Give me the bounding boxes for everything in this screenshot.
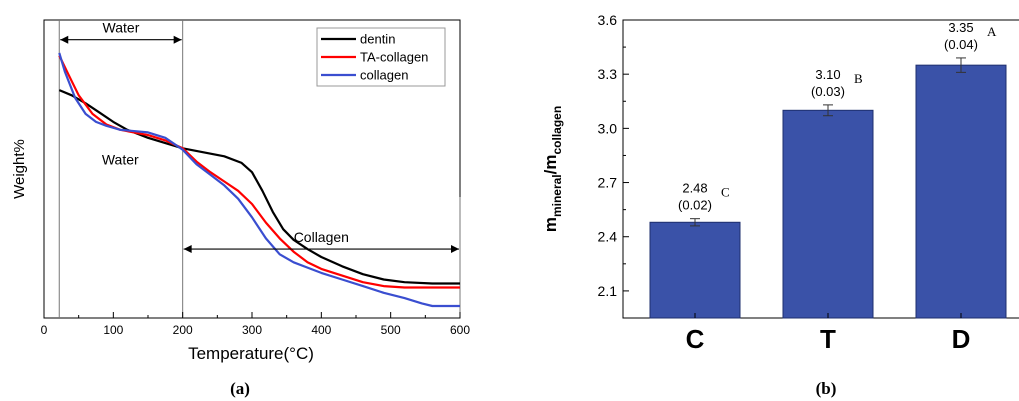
tga-x-tick-label: 200 xyxy=(173,323,193,337)
tga-series-collagen xyxy=(58,52,460,308)
bar-d xyxy=(915,64,1007,319)
tga-x-axis-label: Temperature(°C) xyxy=(188,344,314,363)
tga-y-axis-label: Weight% xyxy=(11,139,28,199)
bar-error-label: (0.03) xyxy=(811,84,845,99)
bar-y-tick-label: 3.6 xyxy=(598,12,618,28)
legend-entry: collagen xyxy=(360,68,408,83)
bar-category-label: T xyxy=(820,324,836,354)
arrow-head-left xyxy=(60,35,69,44)
bar-category-label: C xyxy=(686,324,705,354)
tga-x-tick-label: 100 xyxy=(103,323,123,337)
tga-vertical-lines xyxy=(58,20,461,318)
panel-a-label: (a) xyxy=(230,379,250,398)
bar-series: 2.48 (0.02) C 3.10 (0.03) B 3.35 (0.04) A xyxy=(649,20,1007,319)
tga-chart: 0 100 200 300 400 500 600 Water Water Collagen d… xyxy=(11,19,470,398)
tga-x-axis: 0 100 200 300 400 500 600 xyxy=(41,312,470,337)
tga-x-tick-label: 300 xyxy=(242,323,262,337)
bar-y-tick-label: 3.0 xyxy=(598,120,618,136)
bar-error-label: (0.02) xyxy=(678,198,712,213)
arrow-head-left xyxy=(183,245,192,254)
tga-legend: dentin TA-collagen collagen xyxy=(316,27,446,87)
bar-value-label: 3.10 xyxy=(815,67,840,82)
bar-y-tick-label: 3.3 xyxy=(598,66,618,82)
tga-x-tick-label: 0 xyxy=(41,323,48,337)
panel-b-label: (b) xyxy=(816,379,837,398)
bar-t xyxy=(782,109,874,319)
bar-y-tick-label: 2.7 xyxy=(598,175,618,191)
tga-x-tick-label: 600 xyxy=(450,323,470,337)
tga-series-ta-collagen xyxy=(58,55,460,289)
tga-annotations: Water Water Collagen xyxy=(60,20,459,254)
bar-category-label: D xyxy=(952,324,971,354)
bar-y-tick-label: 2.4 xyxy=(598,229,618,245)
bar-y-axis-label: mmineral/mcollagen xyxy=(541,106,564,232)
bar-value-label: 2.48 xyxy=(682,181,707,196)
bar-value-label: 3.35 xyxy=(948,20,973,35)
bar-group-letter: B xyxy=(854,71,863,86)
tga-series-dentin xyxy=(58,89,460,285)
tga-x-tick-label: 400 xyxy=(311,323,331,337)
legend-entry: TA-collagen xyxy=(360,50,428,65)
legend-entry: dentin xyxy=(360,32,395,47)
bar-c xyxy=(649,221,741,319)
tga-series xyxy=(58,52,460,308)
tga-x-tick-label: 500 xyxy=(381,323,401,337)
bar-group-letter: A xyxy=(987,24,997,39)
bar-error-label: (0.04) xyxy=(944,37,978,52)
range-arrow-label: Water xyxy=(103,20,140,36)
bar-y-tick-label: 2.1 xyxy=(598,283,618,299)
mineral-ratio-chart: 2.1 2.4 2.7 3.0 3.3 3.6 2.48 (0.02) C 3.10 (0.03)… xyxy=(541,12,1019,398)
range-arrow-label: Collagen xyxy=(294,229,349,245)
arrow-head-right xyxy=(173,35,182,44)
annotation-label: Water xyxy=(102,151,139,167)
arrow-head-right xyxy=(451,245,459,254)
bar-group-letter: C xyxy=(721,185,730,200)
bar-y-axis: 2.1 2.4 2.7 3.0 3.3 3.6 xyxy=(598,12,629,299)
